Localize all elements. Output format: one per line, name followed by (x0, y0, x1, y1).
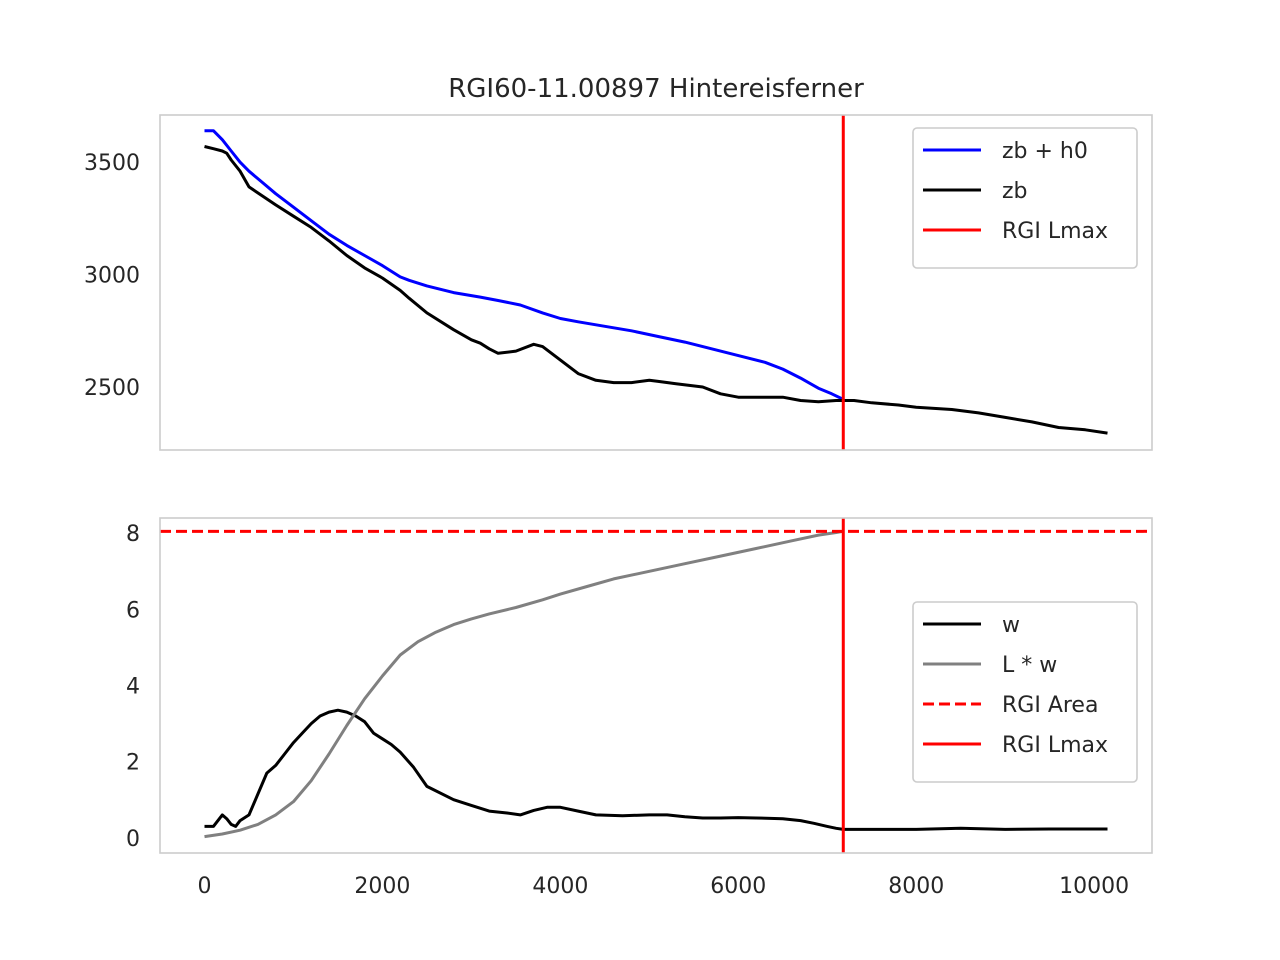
y-tick-label: 8 (126, 522, 140, 547)
y-tick-label: 0 (126, 827, 140, 852)
legend: w L * w RGI Area RGI Lmax (912, 601, 1138, 783)
series-line-zb (204, 145, 1108, 435)
series-line-w (204, 708, 1108, 831)
bottom-axes: 0 2 4 6 8 0 2000 4000 6000 8000 10000 w L * w RGI Are… (126, 517, 1153, 899)
axes-frame (159, 114, 1153, 451)
legend-label-l-w: L * w (1002, 653, 1057, 678)
y-tick-label: 3500 (84, 151, 140, 176)
series-line-zb-h0 (204, 129, 844, 401)
y-tick-label: 3000 (84, 264, 140, 289)
legend-label-w: w (1002, 613, 1020, 638)
y-tick-label: 6 (126, 598, 140, 623)
x-tick-label: 8000 (888, 874, 944, 899)
legend-label-zb: zb (1002, 179, 1028, 204)
legend-label-rgi-area: RGI Area (1002, 693, 1098, 718)
chart-title: RGI60-11.00897 Hintereisferner (448, 74, 864, 104)
x-tick-label: 0 (197, 874, 211, 899)
legend-frame (912, 601, 1138, 783)
series-line-l-w (204, 529, 844, 839)
y-tick-label: 4 (126, 675, 140, 700)
plot-area (204, 115, 1108, 450)
legend-frame (912, 127, 1138, 269)
legend-label-zb-h0: zb + h0 (1002, 139, 1088, 164)
legend-label-rgi-lmax: RGI Lmax (1002, 733, 1108, 758)
y-tick-label: 2500 (84, 376, 140, 401)
x-tick-label: 2000 (354, 874, 410, 899)
axes-frame (159, 517, 1153, 854)
x-tick-label: 10000 (1059, 874, 1129, 899)
legend-label-rgi-lmax: RGI Lmax (1002, 219, 1108, 244)
y-tick-label: 2 (126, 751, 140, 776)
top-axes: 2500 3000 3500 zb + h0 zb RGI Lmax (84, 114, 1153, 451)
legend: zb + h0 zb RGI Lmax (912, 127, 1138, 269)
x-tick-label: 6000 (710, 874, 766, 899)
x-tick-label: 4000 (532, 874, 588, 899)
plot-area (160, 518, 1152, 853)
